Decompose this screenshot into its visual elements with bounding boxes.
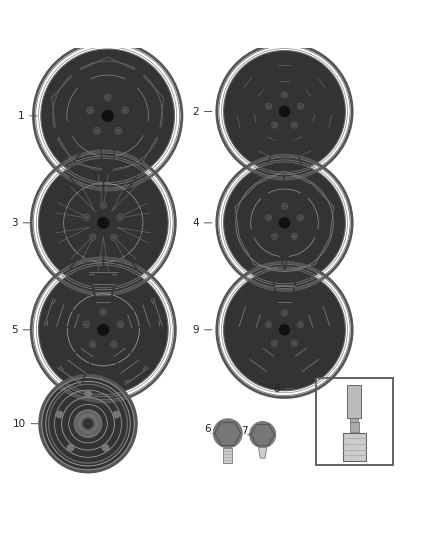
Circle shape [115,127,122,134]
Circle shape [297,321,304,328]
Circle shape [282,203,287,209]
Circle shape [272,233,278,239]
Circle shape [274,212,295,233]
Text: 6: 6 [204,424,211,434]
Circle shape [282,310,287,316]
Circle shape [117,321,124,327]
Circle shape [110,341,117,348]
Text: 4: 4 [193,218,199,228]
Circle shape [102,110,113,121]
Circle shape [87,107,93,114]
Text: 9: 9 [193,325,199,335]
Circle shape [279,107,290,116]
Circle shape [83,214,89,221]
Circle shape [272,341,278,346]
Circle shape [67,445,74,451]
Circle shape [89,341,96,348]
Circle shape [265,103,272,109]
Circle shape [39,158,168,288]
Circle shape [291,341,297,346]
Circle shape [274,319,295,341]
Bar [347,385,361,418]
Text: 5: 5 [11,325,18,335]
Circle shape [83,419,93,429]
Circle shape [223,269,346,391]
Circle shape [113,411,120,418]
Text: 3: 3 [11,218,18,228]
Circle shape [250,422,276,448]
Circle shape [76,411,100,435]
Bar [350,422,359,432]
Circle shape [122,107,128,114]
Circle shape [117,214,124,221]
Bar [343,433,366,461]
Circle shape [98,217,109,228]
Circle shape [297,103,304,109]
Circle shape [279,218,290,228]
FancyBboxPatch shape [316,378,392,465]
Circle shape [96,104,120,128]
Circle shape [98,325,109,335]
Circle shape [223,51,346,172]
Circle shape [100,309,106,315]
Circle shape [100,202,106,208]
Bar [223,448,232,463]
Circle shape [89,234,96,240]
Text: 10: 10 [13,419,26,429]
Circle shape [94,127,100,134]
Circle shape [110,234,117,240]
Circle shape [291,233,297,239]
Polygon shape [258,448,267,458]
Text: 2: 2 [193,107,199,117]
Circle shape [279,325,290,335]
Circle shape [57,411,63,418]
Circle shape [85,391,92,397]
Circle shape [104,94,111,101]
Circle shape [297,215,304,221]
Circle shape [102,445,109,451]
Circle shape [42,377,134,470]
Text: 7: 7 [241,426,247,436]
Circle shape [265,321,272,328]
Circle shape [282,92,287,98]
Text: 1: 1 [18,111,25,121]
Circle shape [92,211,115,235]
Text: 8: 8 [273,384,280,394]
Circle shape [274,101,295,123]
Circle shape [272,122,278,128]
Circle shape [41,49,174,183]
Circle shape [265,215,272,221]
Circle shape [92,318,115,341]
Circle shape [83,321,89,327]
Circle shape [39,265,168,394]
Bar [350,418,358,422]
Circle shape [291,122,297,128]
Circle shape [223,162,346,284]
Circle shape [213,419,242,448]
